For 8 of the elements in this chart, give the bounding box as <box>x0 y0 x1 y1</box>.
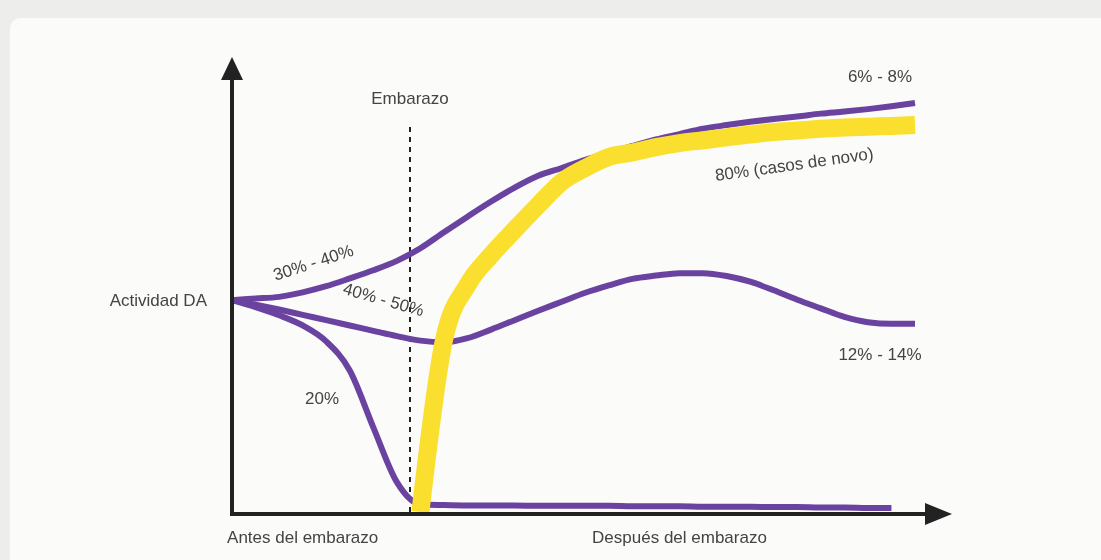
y-axis-title: Actividad DA <box>109 291 208 311</box>
annotation: Embarazo <box>371 89 449 108</box>
annotation: 12% - 14% <box>838 345 922 364</box>
annotation: 80% (casos de novo) <box>713 144 875 186</box>
x-tick-label: Después del embarazo <box>592 528 767 547</box>
annotation: 20% <box>304 389 340 408</box>
text: 6% - 8% <box>847 67 913 86</box>
x-tick-label: Antes del embarazo <box>227 528 379 547</box>
